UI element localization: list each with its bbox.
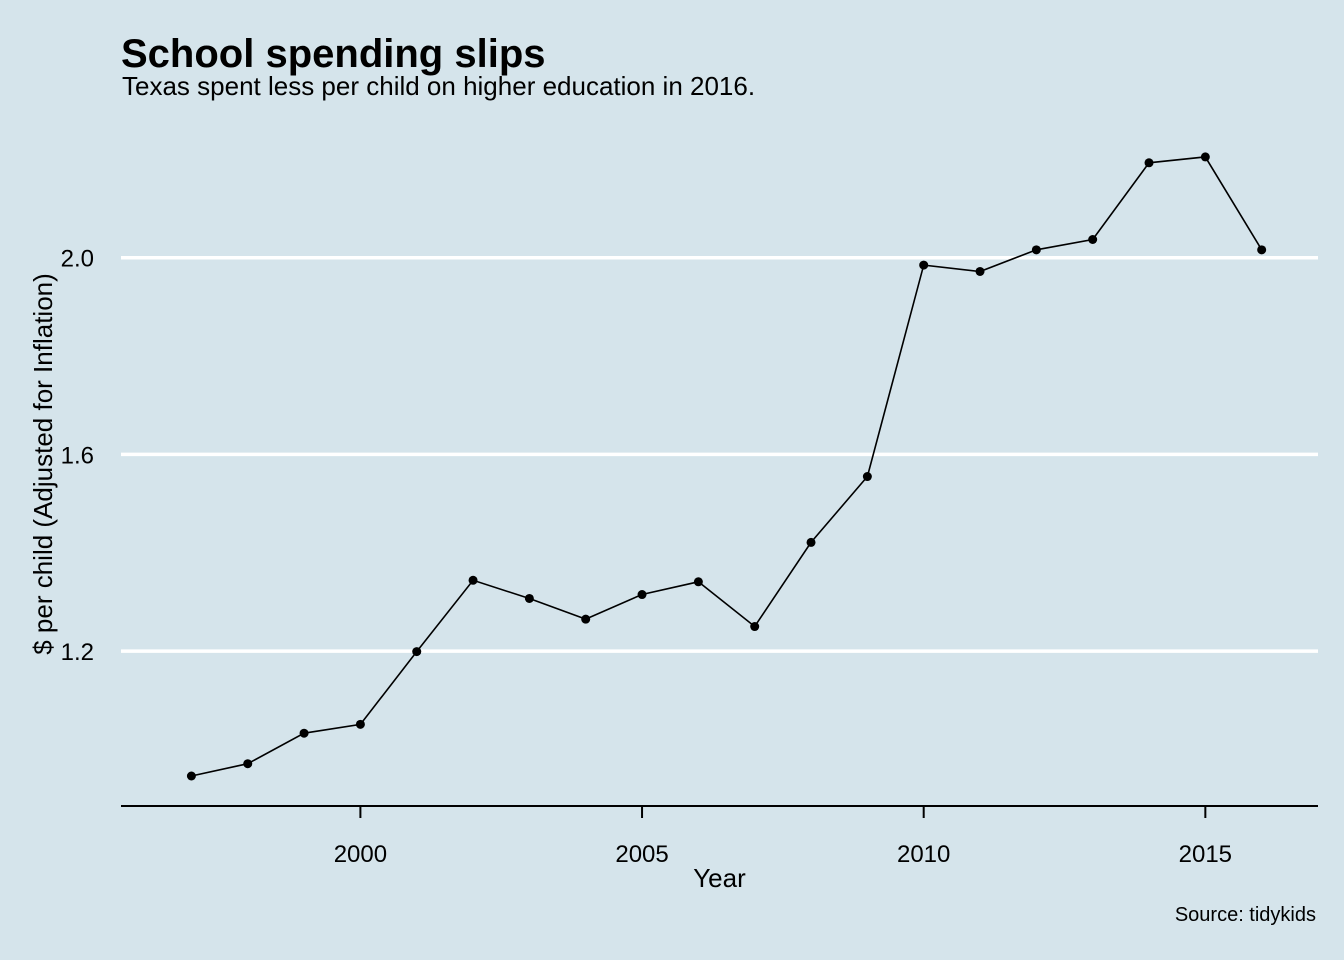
data-point (1031, 245, 1041, 255)
chart-subtitle: Texas spent less per child on higher edu… (122, 71, 756, 101)
data-point (355, 719, 365, 729)
data-point (468, 575, 478, 585)
data-point (581, 614, 591, 624)
data-point (862, 472, 872, 482)
chart-caption: Source: tidykids (1174, 904, 1316, 926)
data-point (637, 590, 647, 600)
series-layer (186, 152, 1267, 781)
series-line (191, 156, 1263, 777)
x-tick-label: 2015 (1179, 841, 1232, 868)
chart-title: School spending slips (121, 32, 546, 76)
data-point (1144, 158, 1154, 168)
data-point (1257, 245, 1267, 255)
y-tick-label: 1.2 (61, 639, 94, 666)
y-axis-label: $ per child (Adjusted for Inflation) (28, 273, 58, 655)
data-point (299, 728, 309, 738)
gridlines (121, 255, 1318, 653)
data-point (524, 593, 534, 603)
data-point (243, 759, 253, 769)
data-point (693, 577, 703, 587)
x-axis-ticks: 2000 2005 2010 2015 (334, 806, 1232, 868)
data-point (806, 537, 816, 547)
x-tick-label: 2000 (334, 841, 387, 868)
data-point (750, 622, 760, 632)
data-point (412, 647, 422, 657)
x-axis-label: Year (693, 863, 746, 893)
y-axis-ticks: 1.2 1.6 2.0 (61, 246, 94, 666)
data-point (186, 771, 196, 781)
x-tick-label: 2010 (897, 841, 950, 868)
data-point (1200, 152, 1210, 162)
data-point (975, 266, 985, 276)
y-tick-label: 2.0 (61, 246, 94, 273)
x-tick-label: 2005 (615, 841, 668, 868)
y-tick-label: 1.6 (61, 442, 94, 469)
data-point (1088, 234, 1098, 244)
data-point (919, 260, 929, 270)
